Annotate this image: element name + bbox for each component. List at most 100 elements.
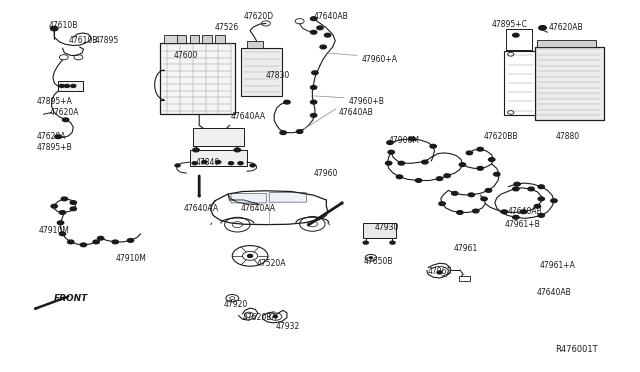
- Circle shape: [320, 45, 326, 49]
- Text: 47640AA: 47640AA: [231, 112, 266, 121]
- Text: 47610B: 47610B: [69, 36, 98, 45]
- Text: 47895+C: 47895+C: [492, 20, 527, 29]
- Circle shape: [310, 113, 317, 117]
- Circle shape: [437, 271, 442, 274]
- Circle shape: [97, 236, 104, 240]
- Circle shape: [51, 26, 58, 31]
- Circle shape: [436, 177, 443, 180]
- Text: 47895+B: 47895+B: [37, 143, 73, 152]
- Circle shape: [60, 211, 66, 214]
- Text: 47520A: 47520A: [257, 259, 286, 268]
- Circle shape: [60, 232, 66, 235]
- Circle shape: [477, 167, 483, 170]
- Text: 47620D: 47620D: [244, 12, 274, 21]
- Text: 47640AB: 47640AB: [536, 288, 571, 297]
- Text: 47620A: 47620A: [37, 132, 67, 141]
- Circle shape: [70, 207, 76, 211]
- Circle shape: [488, 158, 495, 161]
- Circle shape: [551, 199, 557, 202]
- Text: FRONT: FRONT: [54, 294, 88, 304]
- Text: 47895: 47895: [94, 36, 118, 45]
- Text: 47910M: 47910M: [38, 227, 69, 235]
- Circle shape: [396, 175, 403, 179]
- Circle shape: [444, 174, 451, 177]
- Circle shape: [513, 187, 519, 191]
- FancyBboxPatch shape: [193, 128, 244, 145]
- FancyBboxPatch shape: [538, 40, 596, 47]
- Circle shape: [513, 33, 519, 37]
- FancyBboxPatch shape: [215, 35, 225, 42]
- Circle shape: [51, 204, 58, 208]
- Circle shape: [60, 84, 65, 87]
- Circle shape: [364, 241, 369, 244]
- FancyBboxPatch shape: [247, 41, 263, 48]
- Circle shape: [514, 182, 520, 186]
- Circle shape: [193, 148, 199, 152]
- Circle shape: [80, 243, 86, 247]
- Circle shape: [538, 214, 545, 217]
- Circle shape: [539, 26, 547, 30]
- Circle shape: [273, 315, 277, 318]
- Circle shape: [513, 215, 519, 219]
- Text: 47640AB: 47640AB: [339, 108, 374, 117]
- FancyBboxPatch shape: [364, 223, 396, 238]
- Circle shape: [63, 118, 69, 122]
- Text: 47895+A: 47895+A: [37, 97, 73, 106]
- Circle shape: [312, 71, 318, 74]
- Circle shape: [317, 26, 323, 30]
- Text: 47920: 47920: [223, 300, 248, 309]
- FancyBboxPatch shape: [231, 193, 267, 203]
- Circle shape: [238, 162, 243, 165]
- Circle shape: [415, 179, 422, 182]
- Text: 47620A: 47620A: [50, 108, 79, 117]
- Circle shape: [538, 185, 545, 189]
- Text: 47961+B: 47961+B: [504, 220, 540, 229]
- Text: 47640AB: 47640AB: [314, 12, 348, 21]
- Text: 47910M: 47910M: [115, 254, 146, 263]
- Text: 47961: 47961: [428, 267, 452, 276]
- FancyBboxPatch shape: [189, 150, 247, 166]
- Circle shape: [467, 151, 472, 155]
- Circle shape: [55, 135, 61, 138]
- Circle shape: [485, 189, 492, 192]
- Circle shape: [310, 100, 317, 104]
- Text: 47526: 47526: [215, 23, 239, 32]
- Circle shape: [534, 204, 541, 208]
- Circle shape: [61, 197, 68, 201]
- Circle shape: [430, 144, 436, 148]
- Text: 47930: 47930: [374, 223, 399, 232]
- Text: 47830: 47830: [266, 71, 290, 80]
- Text: 47640AA: 47640AA: [183, 203, 218, 212]
- Circle shape: [387, 141, 393, 144]
- Circle shape: [70, 201, 76, 204]
- Circle shape: [508, 110, 514, 114]
- Circle shape: [310, 17, 317, 20]
- Circle shape: [452, 192, 458, 195]
- Circle shape: [192, 162, 197, 165]
- FancyBboxPatch shape: [58, 81, 83, 91]
- Text: 47620BB: 47620BB: [484, 132, 518, 141]
- Text: 47600: 47600: [173, 51, 198, 60]
- Circle shape: [127, 238, 134, 242]
- Text: 47620BA: 47620BA: [243, 313, 277, 322]
- Circle shape: [93, 240, 99, 244]
- Text: 47900M: 47900M: [388, 135, 420, 144]
- Circle shape: [528, 187, 534, 191]
- Circle shape: [65, 84, 70, 87]
- Text: 47960: 47960: [314, 169, 338, 177]
- Text: 47610B: 47610B: [49, 22, 78, 31]
- FancyBboxPatch shape: [160, 42, 235, 114]
- Circle shape: [493, 172, 500, 176]
- Circle shape: [385, 161, 392, 165]
- Circle shape: [250, 164, 255, 167]
- Text: 47840: 47840: [196, 158, 220, 167]
- Text: 47650B: 47650B: [364, 257, 393, 266]
- Text: 47640AB: 47640AB: [508, 207, 542, 216]
- Circle shape: [228, 162, 234, 165]
- Circle shape: [501, 210, 508, 214]
- Circle shape: [280, 131, 286, 135]
- Text: 47932: 47932: [275, 322, 300, 331]
- Circle shape: [398, 161, 404, 165]
- Circle shape: [68, 240, 74, 244]
- Circle shape: [216, 161, 221, 164]
